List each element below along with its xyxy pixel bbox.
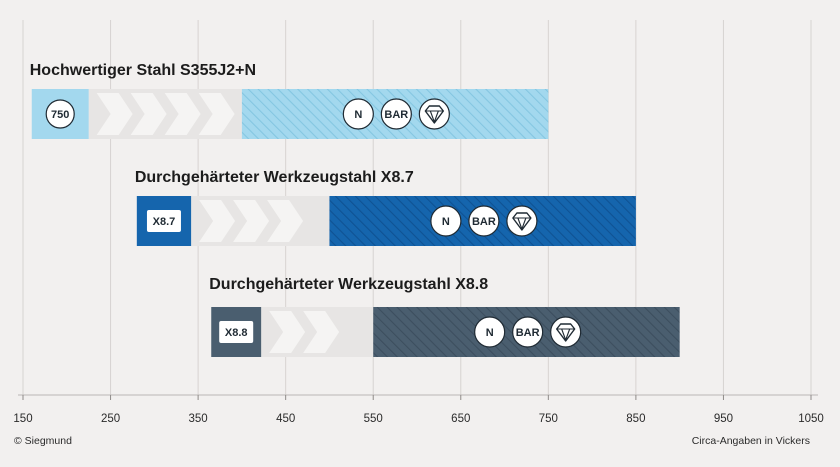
- badge-n: [474, 316, 506, 348]
- badge-label: N: [442, 216, 450, 228]
- code-circle: [45, 99, 75, 129]
- diamond-facets: [425, 110, 444, 124]
- x-axis-ticks: 150 250 350 450 550 650 750 850 950 1050: [13, 395, 824, 425]
- badge-label: N: [486, 327, 494, 339]
- diamond-shape: [512, 212, 532, 231]
- badge-bar: [512, 316, 544, 348]
- x-tick-label: 350: [189, 413, 208, 425]
- badge-n: [342, 98, 374, 130]
- x-tick-label: 150: [13, 413, 32, 425]
- badge-bar: [380, 98, 412, 130]
- badge-label: N: [354, 109, 362, 121]
- x-tick-label: 850: [626, 413, 645, 425]
- chevron-arrow: [198, 93, 235, 135]
- badge-label: BAR: [384, 109, 408, 121]
- chevron-arrow: [233, 200, 270, 242]
- copyright-label: © Siegmund: [14, 435, 72, 447]
- chevron-arrow: [96, 93, 133, 135]
- series-1: Hochwertiger Stahl S355J2+N 750 N BAR: [30, 62, 549, 139]
- x-tick-label: 1050: [798, 413, 824, 425]
- code-plate: [219, 321, 254, 343]
- chevron-arrow: [269, 311, 306, 353]
- badge-label: BAR: [472, 216, 496, 228]
- series-title: Hochwertiger Stahl S355J2+N: [30, 62, 256, 79]
- x-tick-label: 950: [714, 413, 733, 425]
- badge-label: BAR: [516, 327, 540, 339]
- diamond-shape: [555, 323, 576, 342]
- series-2: Durchgehärteter Werkzeugstahl X8.7 X8.7 N B…: [135, 169, 636, 246]
- x-tick-label: 550: [364, 413, 383, 425]
- diamond-shape: [424, 105, 445, 124]
- chevron-arrow: [164, 93, 201, 135]
- series-3: Durchgehärteter Werkzeugstahl X8.8 X8.8 N B…: [209, 276, 680, 357]
- x-tick-label: 750: [539, 413, 558, 425]
- chevron-arrow: [267, 200, 304, 242]
- unit-note: Circa-Angaben in Vickers: [692, 435, 810, 447]
- chevron-arrow: [199, 200, 236, 242]
- x-tick-label: 450: [276, 413, 295, 425]
- diamond-facets: [512, 217, 531, 231]
- chevron-arrow: [303, 311, 340, 353]
- diamond-facets: [556, 328, 575, 342]
- code-plate: [146, 210, 181, 232]
- badge-bar: [468, 205, 500, 237]
- badge-n: [430, 205, 462, 237]
- code-label: X8.8: [225, 327, 248, 339]
- x-tick-label: 250: [101, 413, 120, 425]
- chevron-arrow: [130, 93, 167, 135]
- series-title: Durchgehärteter Werkzeugstahl X8.7: [135, 169, 414, 186]
- series-title: Durchgehärteter Werkzeugstahl X8.8: [209, 276, 488, 293]
- code-label: 750: [51, 109, 69, 121]
- code-label: X8.7: [153, 216, 176, 228]
- x-tick-label: 650: [451, 413, 470, 425]
